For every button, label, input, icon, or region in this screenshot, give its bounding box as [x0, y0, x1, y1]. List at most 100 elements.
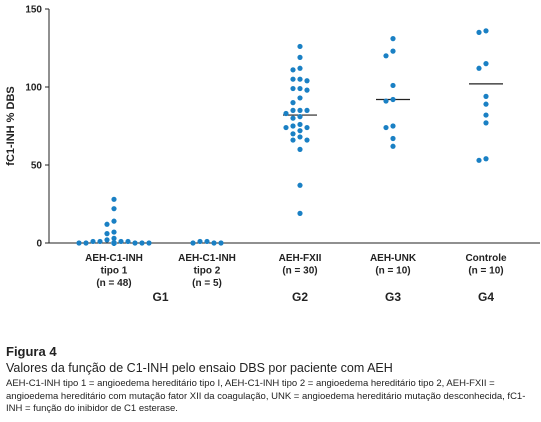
data-point [297, 65, 303, 71]
category-label-line: tipo 2 [194, 266, 221, 277]
data-point [211, 240, 217, 246]
data-point [290, 76, 296, 82]
data-point [290, 67, 296, 73]
data-point [304, 87, 310, 93]
data-point [483, 101, 489, 107]
data-point [297, 128, 303, 134]
data-point [476, 29, 482, 35]
group-labels: G1 G2 G3 G4 [152, 290, 494, 304]
category-label: AEH-FXII (n = 30) [279, 253, 322, 277]
data-point [111, 196, 117, 202]
data-point [390, 36, 396, 42]
figure-title: Figura 4 [6, 344, 57, 359]
data-point [111, 235, 117, 241]
category-label-line: (n = 10) [375, 266, 410, 277]
data-point [297, 107, 303, 113]
data-point [297, 210, 303, 216]
data-point [483, 93, 489, 99]
data-point [204, 238, 210, 245]
data-point [297, 85, 303, 92]
data-point [83, 240, 89, 246]
y-axis-label: fC1-INH % DBS [5, 86, 17, 165]
data-point [290, 100, 296, 106]
data-point [297, 114, 303, 120]
data-point [383, 98, 389, 104]
data-point [76, 240, 82, 246]
data-point [90, 238, 96, 245]
data-point [483, 28, 489, 34]
category-label-line: (n = 10) [468, 266, 503, 277]
data-point [146, 240, 152, 246]
data-point [390, 48, 396, 54]
data-point [139, 240, 145, 246]
data-point [383, 124, 389, 131]
data-point [104, 221, 110, 227]
data-point [118, 238, 124, 245]
data-point [111, 229, 117, 235]
data-point [283, 124, 289, 131]
data-point [297, 76, 303, 82]
category-label-line: tipo 1 [101, 266, 128, 277]
data-point [283, 110, 289, 117]
data-point [390, 96, 396, 103]
data-point [290, 137, 296, 143]
category-label: Controle (n = 10) [465, 253, 507, 277]
data-point [304, 107, 310, 113]
data-point [132, 240, 138, 246]
data-point [297, 95, 303, 101]
data-point [297, 54, 303, 60]
data-point [111, 240, 117, 246]
data-point [390, 143, 396, 149]
data-point [476, 65, 482, 71]
data-point [304, 78, 310, 84]
category-labels: AEH-C1-INH tipo 1(n = 48) AEH-C1-INH tipo 2… [85, 253, 507, 289]
data-point [304, 124, 310, 131]
category-label-line: (n = 48) [96, 278, 131, 289]
data-point [483, 120, 489, 126]
data-point [290, 115, 296, 121]
data-point [290, 85, 296, 92]
data-point [297, 43, 303, 50]
y-tick-label: 0 [36, 239, 42, 250]
data-point [197, 238, 203, 245]
data-point [125, 238, 131, 245]
data-point [111, 206, 117, 212]
category-label-line: AEH-C1-INH [85, 253, 143, 264]
data-point [97, 238, 103, 245]
data-point [290, 107, 296, 113]
data-point [218, 240, 224, 246]
group-label: G3 [385, 290, 401, 304]
y-tick-label: 100 [25, 83, 42, 94]
figure-subtitle: Valores da função de C1-INH pelo ensaio … [6, 361, 393, 375]
data-point [476, 157, 482, 163]
data-point [483, 112, 489, 118]
group-label: G2 [292, 290, 308, 304]
category-label-line: (n = 5) [192, 278, 222, 289]
data-point [297, 121, 303, 128]
data-point [290, 131, 296, 137]
data-point [383, 53, 389, 59]
category-label: AEH-UNK (n = 10) [370, 253, 417, 277]
category-label: AEH-C1-INH tipo 1(n = 48) [85, 253, 143, 289]
data-point [483, 61, 489, 67]
y-tick-label: 150 [25, 5, 42, 16]
axes [48, 9, 540, 244]
y-axis-ticks: 0 50 100 150 [25, 5, 49, 250]
category-label-line: AEH-FXII [279, 253, 322, 264]
category-label-line: (n = 30) [282, 266, 317, 277]
scatter-chart: 0 50 100 150 fC1-INH % DBS AEH-C1-INH tipo 1… [5, 5, 540, 304]
data-point [290, 123, 296, 129]
data-point [390, 82, 396, 89]
data-point [104, 231, 110, 237]
data-point [190, 240, 196, 246]
category-label-line: AEH-UNK [370, 253, 417, 264]
category-label: AEH-C1-INH tipo 2(n = 5) [178, 253, 236, 289]
data-point [483, 156, 489, 162]
data-point [390, 135, 396, 142]
category-label-line: AEH-C1-INH [178, 253, 236, 264]
y-tick-label: 50 [31, 161, 43, 172]
category-label-line: Controle [465, 253, 507, 264]
figure-note: AEH-C1-INH tipo 1 = angioedema hereditár… [6, 378, 526, 414]
data-point [304, 137, 310, 143]
data-point [111, 218, 117, 224]
